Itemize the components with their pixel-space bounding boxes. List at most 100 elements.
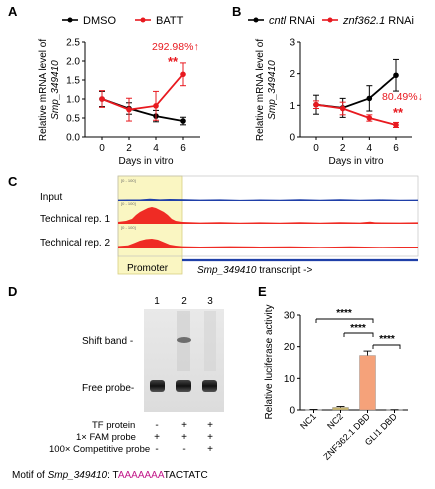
shift-band xyxy=(177,337,191,343)
a-series-0-line xyxy=(101,98,184,122)
track-range-rep1: [0 - 100] xyxy=(121,201,136,206)
b-series-0-point-3 xyxy=(393,72,399,79)
a-series-1-point-3 xyxy=(180,71,186,78)
track-frame xyxy=(117,175,419,257)
free-probe-band-lane2 xyxy=(176,380,191,392)
free-probe-band-lane3 xyxy=(202,380,217,392)
ylabel-a-line1: Relative mRNA level of xyxy=(38,39,49,141)
a-series-1-point-1 xyxy=(126,106,132,113)
legend-znf-italic: znf362.1 xyxy=(342,15,385,27)
motif-highlight: AAAAAAA xyxy=(118,470,165,481)
gene-name-rest: transcript -> xyxy=(257,265,313,276)
panel-a-line-chart: DMSO BATT 0.0 0.5 1.0 1.5 2.0 2.5 0 2 4 6 Days i… xyxy=(38,15,200,167)
a-ytick-label-2: 1.0 xyxy=(66,95,80,106)
promoter-label: Promoter xyxy=(127,263,169,274)
ylabel-b-line1: Relative mRNA level of xyxy=(255,39,266,141)
xlabel-b: Days in vitro xyxy=(328,156,383,167)
a-xtick-label-3: 6 xyxy=(180,143,186,154)
xlabel-a: Days in vitro xyxy=(118,156,173,167)
mark-fam-lane3: + xyxy=(207,432,213,443)
panel-label-a: A xyxy=(8,4,18,19)
mark-fam-lane2: + xyxy=(181,432,187,443)
track-rep1-signal xyxy=(118,207,418,224)
panel-label-b: B xyxy=(232,4,241,19)
a-ytick-label-3: 1.5 xyxy=(66,76,80,87)
sig-bracket-3 xyxy=(372,344,401,349)
legend-znf-label: znf362.1 RNAi xyxy=(342,15,414,27)
b-series-1-point-3 xyxy=(393,122,399,128)
lane-number-3: 3 xyxy=(207,296,213,307)
b-xtick-label-0: 0 xyxy=(313,143,319,154)
promoter-highlight xyxy=(117,175,183,275)
legend-dmso-marker xyxy=(67,17,73,23)
mark-tf-lane1: - xyxy=(155,420,158,431)
lane-number-2: 2 xyxy=(181,296,187,307)
a-series-0-point-3 xyxy=(180,118,186,124)
legend-cntl-marker xyxy=(253,17,259,23)
motif-gene: Smp_349410 xyxy=(48,470,108,481)
sig-label-2: **** xyxy=(350,323,366,334)
track-rep2-signal xyxy=(118,239,418,248)
legend-cntl-italic: cntl xyxy=(269,15,287,27)
e-bar-1 xyxy=(332,407,349,411)
b-ytick-label-3: 3 xyxy=(289,38,295,49)
panel-label-e: E xyxy=(258,284,267,299)
b-xtick-label-3: 6 xyxy=(393,143,399,154)
e-ytick-label-3: 30 xyxy=(284,311,296,322)
panel-c-genome-tracks: Input Technical rep. 1 Technical rep. 2 … xyxy=(40,175,419,276)
a-xtick-label-2: 4 xyxy=(153,143,159,154)
b-series-0-point-2 xyxy=(366,95,373,102)
panel-b-line-chart: cntl RNAi znf362.1 RNAi 0 1 2 3 0 2 4 6 Days i… xyxy=(248,15,423,167)
panel-d-emsa: 1 2 3 Shift band - Free probe- TF protei… xyxy=(12,296,224,481)
e-ytick-label-0: 0 xyxy=(289,406,295,417)
sig-bracket-2 xyxy=(343,332,374,337)
annotation-a-percent: 292.98%↑ xyxy=(152,41,199,53)
a-series-1-line xyxy=(101,73,184,111)
a-ytick-label-1: 0.5 xyxy=(66,114,80,125)
ylabel-a-line2: Smp_349410 xyxy=(50,60,61,120)
mark-fam-lane1: + xyxy=(154,432,160,443)
condition-fam-probe-label: 1× FAM probe xyxy=(76,432,136,443)
legend-cntl-rest: RNAi xyxy=(286,15,315,27)
e-ytick-label-1: 10 xyxy=(284,374,296,385)
e-ytick-label-2: 20 xyxy=(284,342,296,353)
a-ytick-label-0: 0.0 xyxy=(66,133,80,144)
track-input-signal xyxy=(118,198,418,201)
e-bar-2 xyxy=(359,355,376,411)
free-probe-label: Free probe- xyxy=(82,383,134,394)
a-ytick-label-4: 2.0 xyxy=(66,57,80,68)
a-series-1-point-0 xyxy=(99,96,105,102)
b-series-1-line xyxy=(315,103,397,126)
legend-cntl-label: cntl RNAi xyxy=(269,15,315,27)
e-xtick-label-1: NC2 xyxy=(325,411,345,431)
b-ytick-label-1: 1 xyxy=(289,101,295,112)
a-ytick-label-5: 2.5 xyxy=(66,38,80,49)
annotation-b-significance: ** xyxy=(393,105,404,120)
mark-comp-lane2: - xyxy=(182,444,185,455)
a-series-1-point-2 xyxy=(153,103,159,109)
b-xtick-label-1: 2 xyxy=(340,143,346,154)
legend-znf-marker xyxy=(327,17,333,23)
legend-dmso-label: DMSO xyxy=(83,15,116,27)
sig-label-3: **** xyxy=(379,334,395,345)
condition-competitive-probe-label: 100× Competitive probe xyxy=(49,444,150,455)
lane-number-1: 1 xyxy=(154,296,160,307)
b-series-1-point-2 xyxy=(366,115,373,121)
mark-tf-lane2: + xyxy=(181,420,187,431)
legend-batt-marker xyxy=(140,17,146,23)
legend-znf-rest: RNAi xyxy=(385,15,414,27)
mark-comp-lane3: + xyxy=(207,444,213,455)
a-xtick-label-0: 0 xyxy=(99,143,105,154)
annotation-b-percent: 80.49%↓ xyxy=(382,91,423,103)
track-range-input: [0 - 100] xyxy=(121,178,136,183)
track-label-input: Input xyxy=(40,192,62,203)
motif-colon: : T xyxy=(107,470,118,481)
track-label-rep2: Technical rep. 2 xyxy=(40,238,110,249)
motif-sequence: Motif of Smp_349410: TAAAAAAATACTATC xyxy=(12,470,208,481)
a-xtick-label-1: 2 xyxy=(126,143,132,154)
track-label-rep1: Technical rep. 1 xyxy=(40,214,110,225)
free-probe-band-lane1 xyxy=(150,380,165,392)
legend-batt-label: BATT xyxy=(156,15,184,27)
